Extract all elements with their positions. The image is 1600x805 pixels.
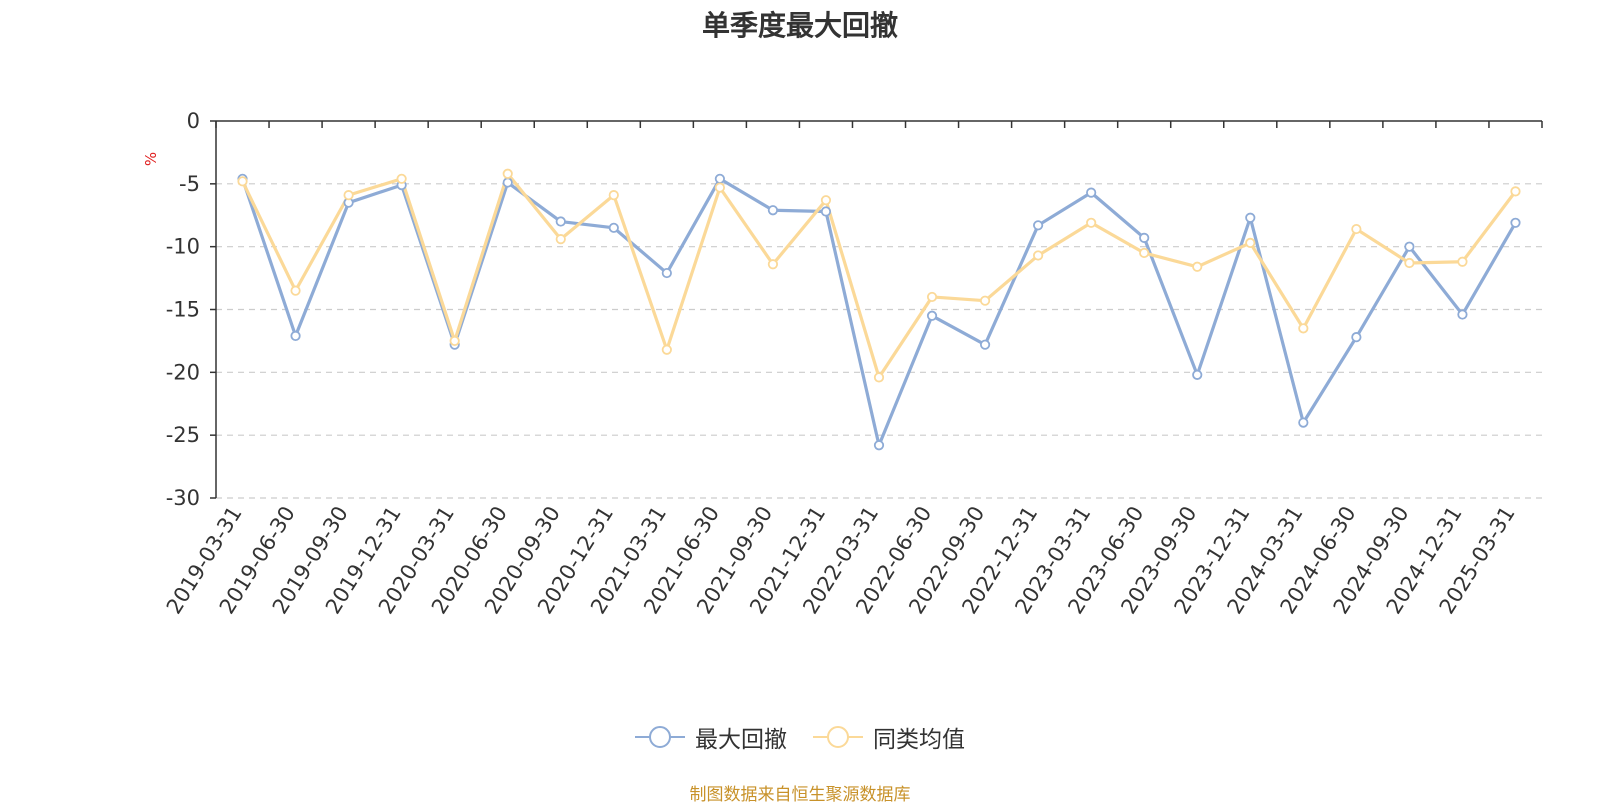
y-tick-label: -5: [179, 172, 200, 196]
data-point-series-0: [1298, 417, 1309, 428]
data-point-series-1: [396, 173, 407, 184]
data-point-series-0: [873, 440, 885, 451]
chart-title: 单季度最大回撤: [701, 9, 898, 42]
data-point-series-0: [1404, 241, 1415, 252]
data-point-series-1: [449, 335, 460, 347]
y-tick-label: -10: [166, 235, 200, 259]
data-point-series-1: [343, 190, 354, 201]
data-point-series-1: [926, 291, 938, 303]
data-point-series-0: [926, 310, 938, 321]
legend-item-drawdown[interactable]: 最大回撤: [635, 720, 787, 754]
data-point-series-0: [1245, 212, 1256, 223]
data-point-series-1: [820, 195, 832, 206]
y-tick-label: 0: [187, 109, 200, 133]
data-point-series-1: [1192, 261, 1203, 272]
data-point-series-0: [290, 330, 301, 341]
data-point-series-1: [1510, 186, 1521, 197]
line-chart: 0-5-10-15-20-25-302019-03-312019-06-3020…: [162, 109, 1543, 618]
data-point-series-0: [1139, 232, 1150, 243]
data-point-series-1: [1457, 256, 1468, 267]
series-line-1: [241, 172, 1517, 379]
y-tick-label: -15: [166, 298, 200, 322]
data-point-series-1: [714, 182, 725, 193]
legend-label-peer-average: 同类均值: [873, 727, 965, 753]
data-point-series-0: [979, 339, 991, 350]
y-tick-label: -30: [166, 486, 200, 510]
data-point-series-1: [1245, 237, 1256, 248]
data-point-series-1: [1139, 247, 1150, 259]
data-point-series-0: [820, 206, 832, 217]
data-point-series-1: [661, 344, 672, 355]
data-point-series-0: [1192, 369, 1203, 380]
data-point-series-1: [979, 295, 991, 306]
legend: 最大回撤 同类均值: [0, 720, 1600, 754]
data-point-series-1: [237, 176, 248, 187]
data-point-series-1: [502, 168, 513, 179]
legend-marker-drawdown-icon: [635, 726, 685, 748]
data-point-series-1: [555, 234, 566, 245]
data-point-series-0: [714, 173, 725, 184]
legend-marker-peer-average-icon: [813, 726, 863, 748]
data-point-series-0: [1086, 187, 1097, 198]
data-point-series-1: [290, 285, 301, 296]
data-point-series-0: [502, 177, 513, 188]
data-point-series-0: [1510, 217, 1521, 228]
source-note: 制图数据来自恒生聚源数据库: [689, 785, 911, 805]
data-point-series-0: [1457, 309, 1468, 320]
data-point-series-1: [1033, 250, 1044, 261]
data-point-series-0: [608, 222, 619, 233]
data-point-series-1: [1298, 323, 1309, 334]
data-point-series-0: [1351, 332, 1362, 343]
series-line-0: [241, 177, 1517, 447]
data-point-series-0: [555, 216, 566, 227]
data-point-series-0: [767, 205, 779, 216]
data-point-series-0: [661, 267, 672, 279]
data-point-series-1: [767, 259, 779, 270]
data-point-series-0: [1033, 220, 1044, 231]
data-point-series-1: [1404, 257, 1415, 269]
legend-label-drawdown: 最大回撤: [695, 727, 787, 753]
data-point-series-1: [1351, 223, 1362, 235]
data-point-series-1: [1086, 217, 1097, 228]
data-point-series-1: [608, 190, 619, 201]
legend-item-peer-average[interactable]: 同类均值: [813, 720, 965, 754]
data-point-series-1: [873, 372, 885, 383]
y-tick-label: -20: [166, 360, 200, 384]
y-tick-label: -25: [166, 423, 200, 447]
